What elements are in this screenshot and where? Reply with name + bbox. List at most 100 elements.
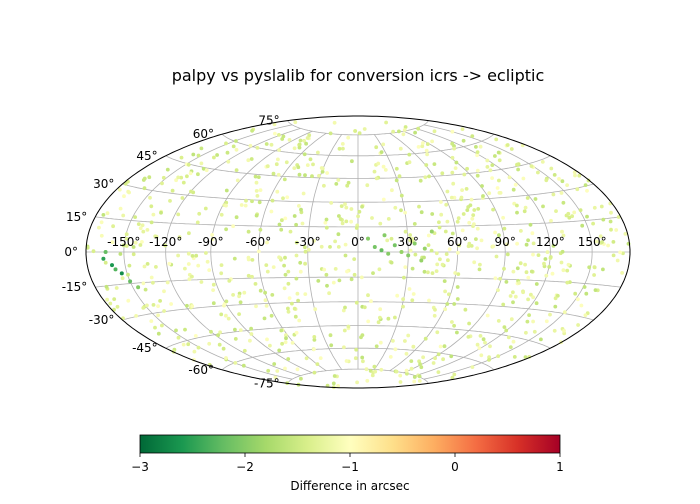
longitude-tick-label: 60° — [447, 235, 468, 249]
data-point — [491, 244, 496, 249]
data-point — [158, 299, 163, 303]
data-point — [114, 286, 119, 290]
data-point — [99, 233, 104, 238]
data-point — [550, 271, 555, 276]
data-point — [493, 154, 497, 158]
data-point — [136, 285, 141, 290]
data-point — [293, 314, 298, 319]
data-point — [583, 313, 588, 318]
data-point — [561, 268, 566, 273]
data-point — [611, 253, 616, 258]
data-point — [323, 220, 328, 225]
data-point — [248, 143, 253, 148]
data-point — [126, 189, 131, 194]
data-point — [292, 214, 297, 218]
data-point — [211, 288, 216, 292]
data-point — [409, 359, 414, 363]
data-point — [374, 176, 379, 181]
data-point — [609, 210, 613, 215]
data-point — [391, 339, 395, 343]
data-point — [265, 240, 269, 245]
data-point — [196, 263, 201, 268]
latitude-tick-label: 60° — [193, 127, 214, 141]
data-point — [282, 177, 287, 182]
data-point — [161, 175, 166, 180]
data-point — [151, 303, 156, 307]
data-point — [562, 310, 567, 315]
data-point — [277, 148, 281, 152]
data-point — [599, 204, 604, 209]
data-point — [183, 327, 187, 332]
data-point — [324, 225, 329, 230]
data-point — [471, 213, 476, 218]
data-point — [268, 343, 272, 348]
data-point — [174, 328, 178, 333]
data-point — [578, 208, 583, 213]
data-point — [475, 150, 480, 155]
data-point — [303, 261, 307, 266]
data-point — [483, 340, 487, 345]
data-point — [403, 339, 407, 343]
data-point — [502, 266, 506, 271]
data-point — [386, 217, 391, 221]
data-point — [287, 296, 292, 300]
data-point — [333, 239, 337, 244]
data-point — [149, 220, 154, 225]
data-point — [381, 142, 386, 147]
data-point — [504, 280, 509, 284]
data-point — [515, 162, 519, 167]
data-point — [151, 280, 155, 285]
data-point — [126, 298, 131, 303]
data-point — [485, 165, 490, 169]
data-point — [445, 219, 450, 224]
data-point — [455, 330, 459, 335]
data-point — [469, 244, 474, 248]
data-point — [337, 146, 342, 151]
data-point — [290, 301, 294, 306]
data-point — [160, 181, 164, 186]
data-point — [452, 323, 456, 328]
data-point — [497, 233, 501, 238]
data-point — [397, 129, 401, 134]
data-point — [303, 249, 308, 254]
data-point — [346, 180, 351, 185]
data-point — [328, 333, 333, 338]
data-point — [391, 129, 395, 134]
data-point — [142, 264, 147, 269]
data-point — [404, 368, 409, 373]
data-point — [477, 267, 482, 272]
data-point — [303, 245, 307, 250]
data-point — [224, 313, 228, 318]
data-point — [572, 210, 577, 215]
data-point — [470, 216, 475, 221]
data-point — [339, 204, 344, 209]
sky-map: -150° -120° -90° -60° -30° 0° 30° 60° 90° 120° 150… — [62, 114, 631, 390]
data-point — [498, 191, 503, 195]
data-point — [434, 269, 439, 273]
data-point — [151, 212, 156, 217]
data-point — [475, 342, 480, 347]
data-point — [516, 167, 520, 172]
data-point — [262, 316, 267, 321]
data-point — [536, 170, 540, 175]
data-point — [266, 368, 271, 373]
data-point — [394, 166, 399, 171]
data-point — [204, 168, 209, 173]
data-point — [506, 335, 511, 340]
data-point — [111, 224, 115, 229]
data-point — [287, 138, 292, 142]
data-point — [356, 214, 360, 219]
data-point — [283, 340, 288, 345]
data-point — [134, 314, 139, 318]
data-point — [436, 370, 441, 374]
data-point — [579, 303, 584, 308]
data-point — [227, 279, 232, 283]
data-point — [325, 283, 329, 288]
data-point — [562, 328, 566, 333]
data-point — [555, 293, 560, 298]
data-point — [105, 211, 110, 216]
data-point — [410, 266, 415, 271]
data-point — [592, 205, 597, 210]
latitude-tick-label: -75° — [254, 376, 280, 390]
